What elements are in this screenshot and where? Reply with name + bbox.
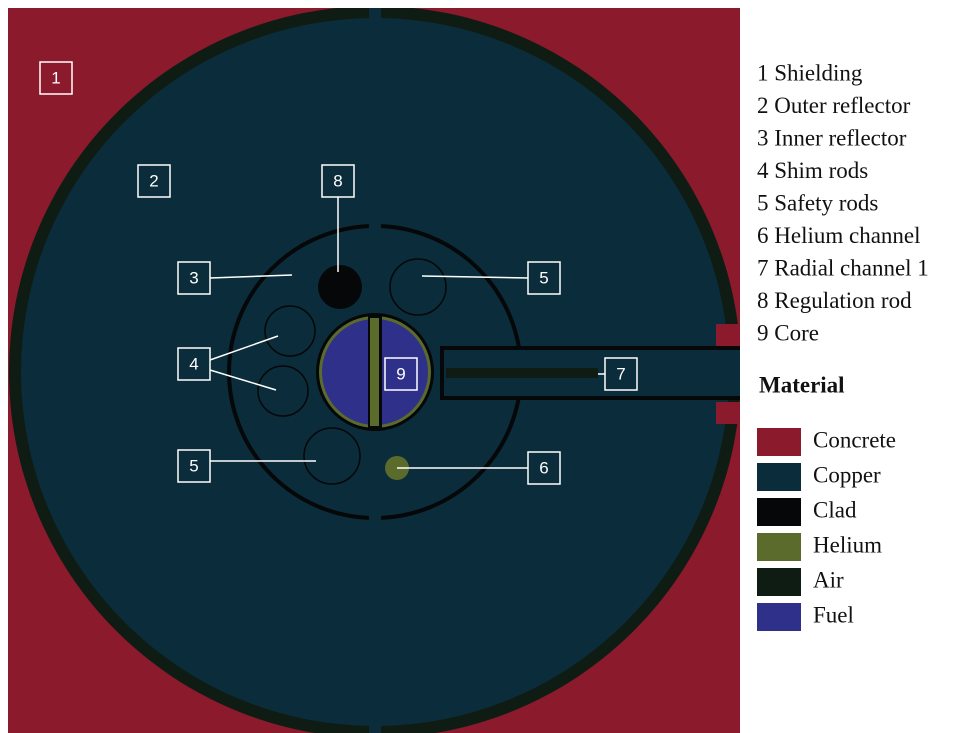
material-swatch <box>757 498 801 526</box>
callout-label: 7 <box>616 364 625 383</box>
regulation-rod <box>318 265 362 309</box>
material-swatch <box>757 428 801 456</box>
leader-line <box>209 274 293 279</box>
callout-box <box>137 164 171 198</box>
material-name: Air <box>813 567 844 592</box>
gap <box>369 718 381 733</box>
callout-label: 5 <box>189 456 198 475</box>
material-swatch <box>757 463 801 491</box>
legend-item: 8 Regulation rod <box>757 288 912 313</box>
callout-label: 5 <box>539 268 548 287</box>
callout-box <box>177 449 211 483</box>
radial-air <box>446 368 598 378</box>
gap <box>369 220 381 232</box>
legend-item: 5 Safety rods <box>757 190 878 215</box>
legend-item: 1 Shielding <box>757 60 863 85</box>
callouts: 1 2 8 3 5 4 9 7 5 6 <box>39 61 638 485</box>
material-name: Clad <box>813 497 857 522</box>
material-name: Helium <box>813 532 882 557</box>
gap <box>369 512 381 524</box>
material-swatch <box>757 533 801 561</box>
callout-box <box>177 347 211 381</box>
callout-box <box>527 451 561 485</box>
legend-title: Material <box>759 372 845 397</box>
shim-rod <box>264 305 316 357</box>
callout-label: 3 <box>189 268 198 287</box>
legend-item: 6 Helium channel <box>757 223 921 248</box>
notch <box>716 402 740 424</box>
legend-item: 7 Radial channel 1 <box>757 255 929 280</box>
material-name: Fuel <box>813 602 854 627</box>
callout-label: 4 <box>189 354 198 373</box>
callout-label: 9 <box>396 364 405 383</box>
callout-box <box>604 357 638 391</box>
shim-rod <box>257 365 309 417</box>
callout-box <box>177 261 211 295</box>
legend-item: 3 Inner reflector <box>757 125 907 150</box>
notch <box>716 324 740 346</box>
legend-item: 2 Outer reflector <box>757 93 911 118</box>
callout-label: 1 <box>51 68 60 87</box>
safety-rod <box>303 427 361 485</box>
reactor <box>8 8 740 733</box>
core-helium-strip <box>370 318 379 426</box>
safety-rod <box>389 258 447 316</box>
legend-item: 4 Shim rods <box>757 158 868 183</box>
callout-box <box>39 61 73 95</box>
leader-line <box>209 335 279 361</box>
callout-label: 8 <box>333 171 342 190</box>
material-name: Concrete <box>813 427 896 452</box>
callout-label: 2 <box>149 171 158 190</box>
legend-item: 9 Core <box>757 320 819 345</box>
callout-box <box>384 357 418 391</box>
legend: 1 Shielding 2 Outer reflector 3 Inner refl… <box>757 60 929 631</box>
leader-line <box>209 369 277 391</box>
material-swatch <box>757 603 801 631</box>
callout-box <box>321 164 355 198</box>
material-name: Copper <box>813 462 881 487</box>
callout-box <box>527 261 561 295</box>
leader-line <box>421 275 529 279</box>
gap <box>369 8 381 26</box>
callout-label: 6 <box>539 458 548 477</box>
material-swatch <box>757 568 801 596</box>
